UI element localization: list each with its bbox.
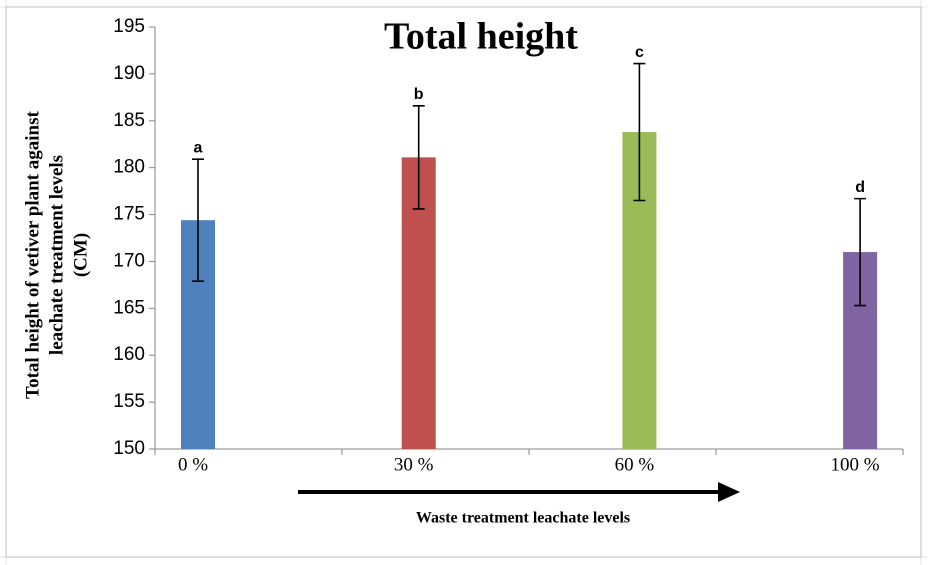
chart-border bbox=[5, 6, 922, 558]
x-tick-label: 100 % bbox=[831, 454, 880, 475]
y-tick-label: 155 bbox=[113, 391, 145, 412]
y-tick-label: 180 bbox=[113, 157, 145, 178]
x-axis-title: Waste treatment leachate levels bbox=[416, 510, 630, 527]
error-bar bbox=[854, 197, 867, 307]
data-label: d bbox=[855, 179, 865, 196]
error-bar bbox=[412, 104, 425, 210]
y-tick-label: 190 bbox=[113, 63, 145, 84]
y-tick-label: 160 bbox=[113, 344, 145, 365]
y-tick-label: 150 bbox=[113, 438, 145, 459]
chart-title: Total height bbox=[384, 16, 578, 58]
y-axis-title-line: Total height of vetiver plant against bbox=[22, 111, 43, 399]
y-axis-title-line: (CM) bbox=[70, 233, 91, 277]
y-tick-label: 170 bbox=[113, 250, 145, 271]
x-tick-label: 0 % bbox=[178, 454, 208, 475]
x-tick-label: 60 % bbox=[615, 454, 655, 475]
error-bar bbox=[633, 62, 646, 202]
y-axis-title-line: leachate treatment levels bbox=[46, 155, 67, 355]
data-label: a bbox=[194, 139, 203, 156]
data-label: c bbox=[635, 44, 644, 61]
x-tick-label: 30 % bbox=[394, 454, 434, 475]
y-axis-title: Total height of vetiver plant against le… bbox=[22, 111, 91, 399]
y-tick-label: 185 bbox=[113, 110, 145, 131]
y-tick-label: 165 bbox=[113, 297, 145, 318]
data-label: b bbox=[414, 86, 424, 103]
y-tick-label: 195 bbox=[113, 16, 145, 37]
arrow bbox=[298, 482, 740, 502]
y-tick-label: 175 bbox=[113, 204, 145, 225]
error-bar bbox=[192, 158, 204, 282]
